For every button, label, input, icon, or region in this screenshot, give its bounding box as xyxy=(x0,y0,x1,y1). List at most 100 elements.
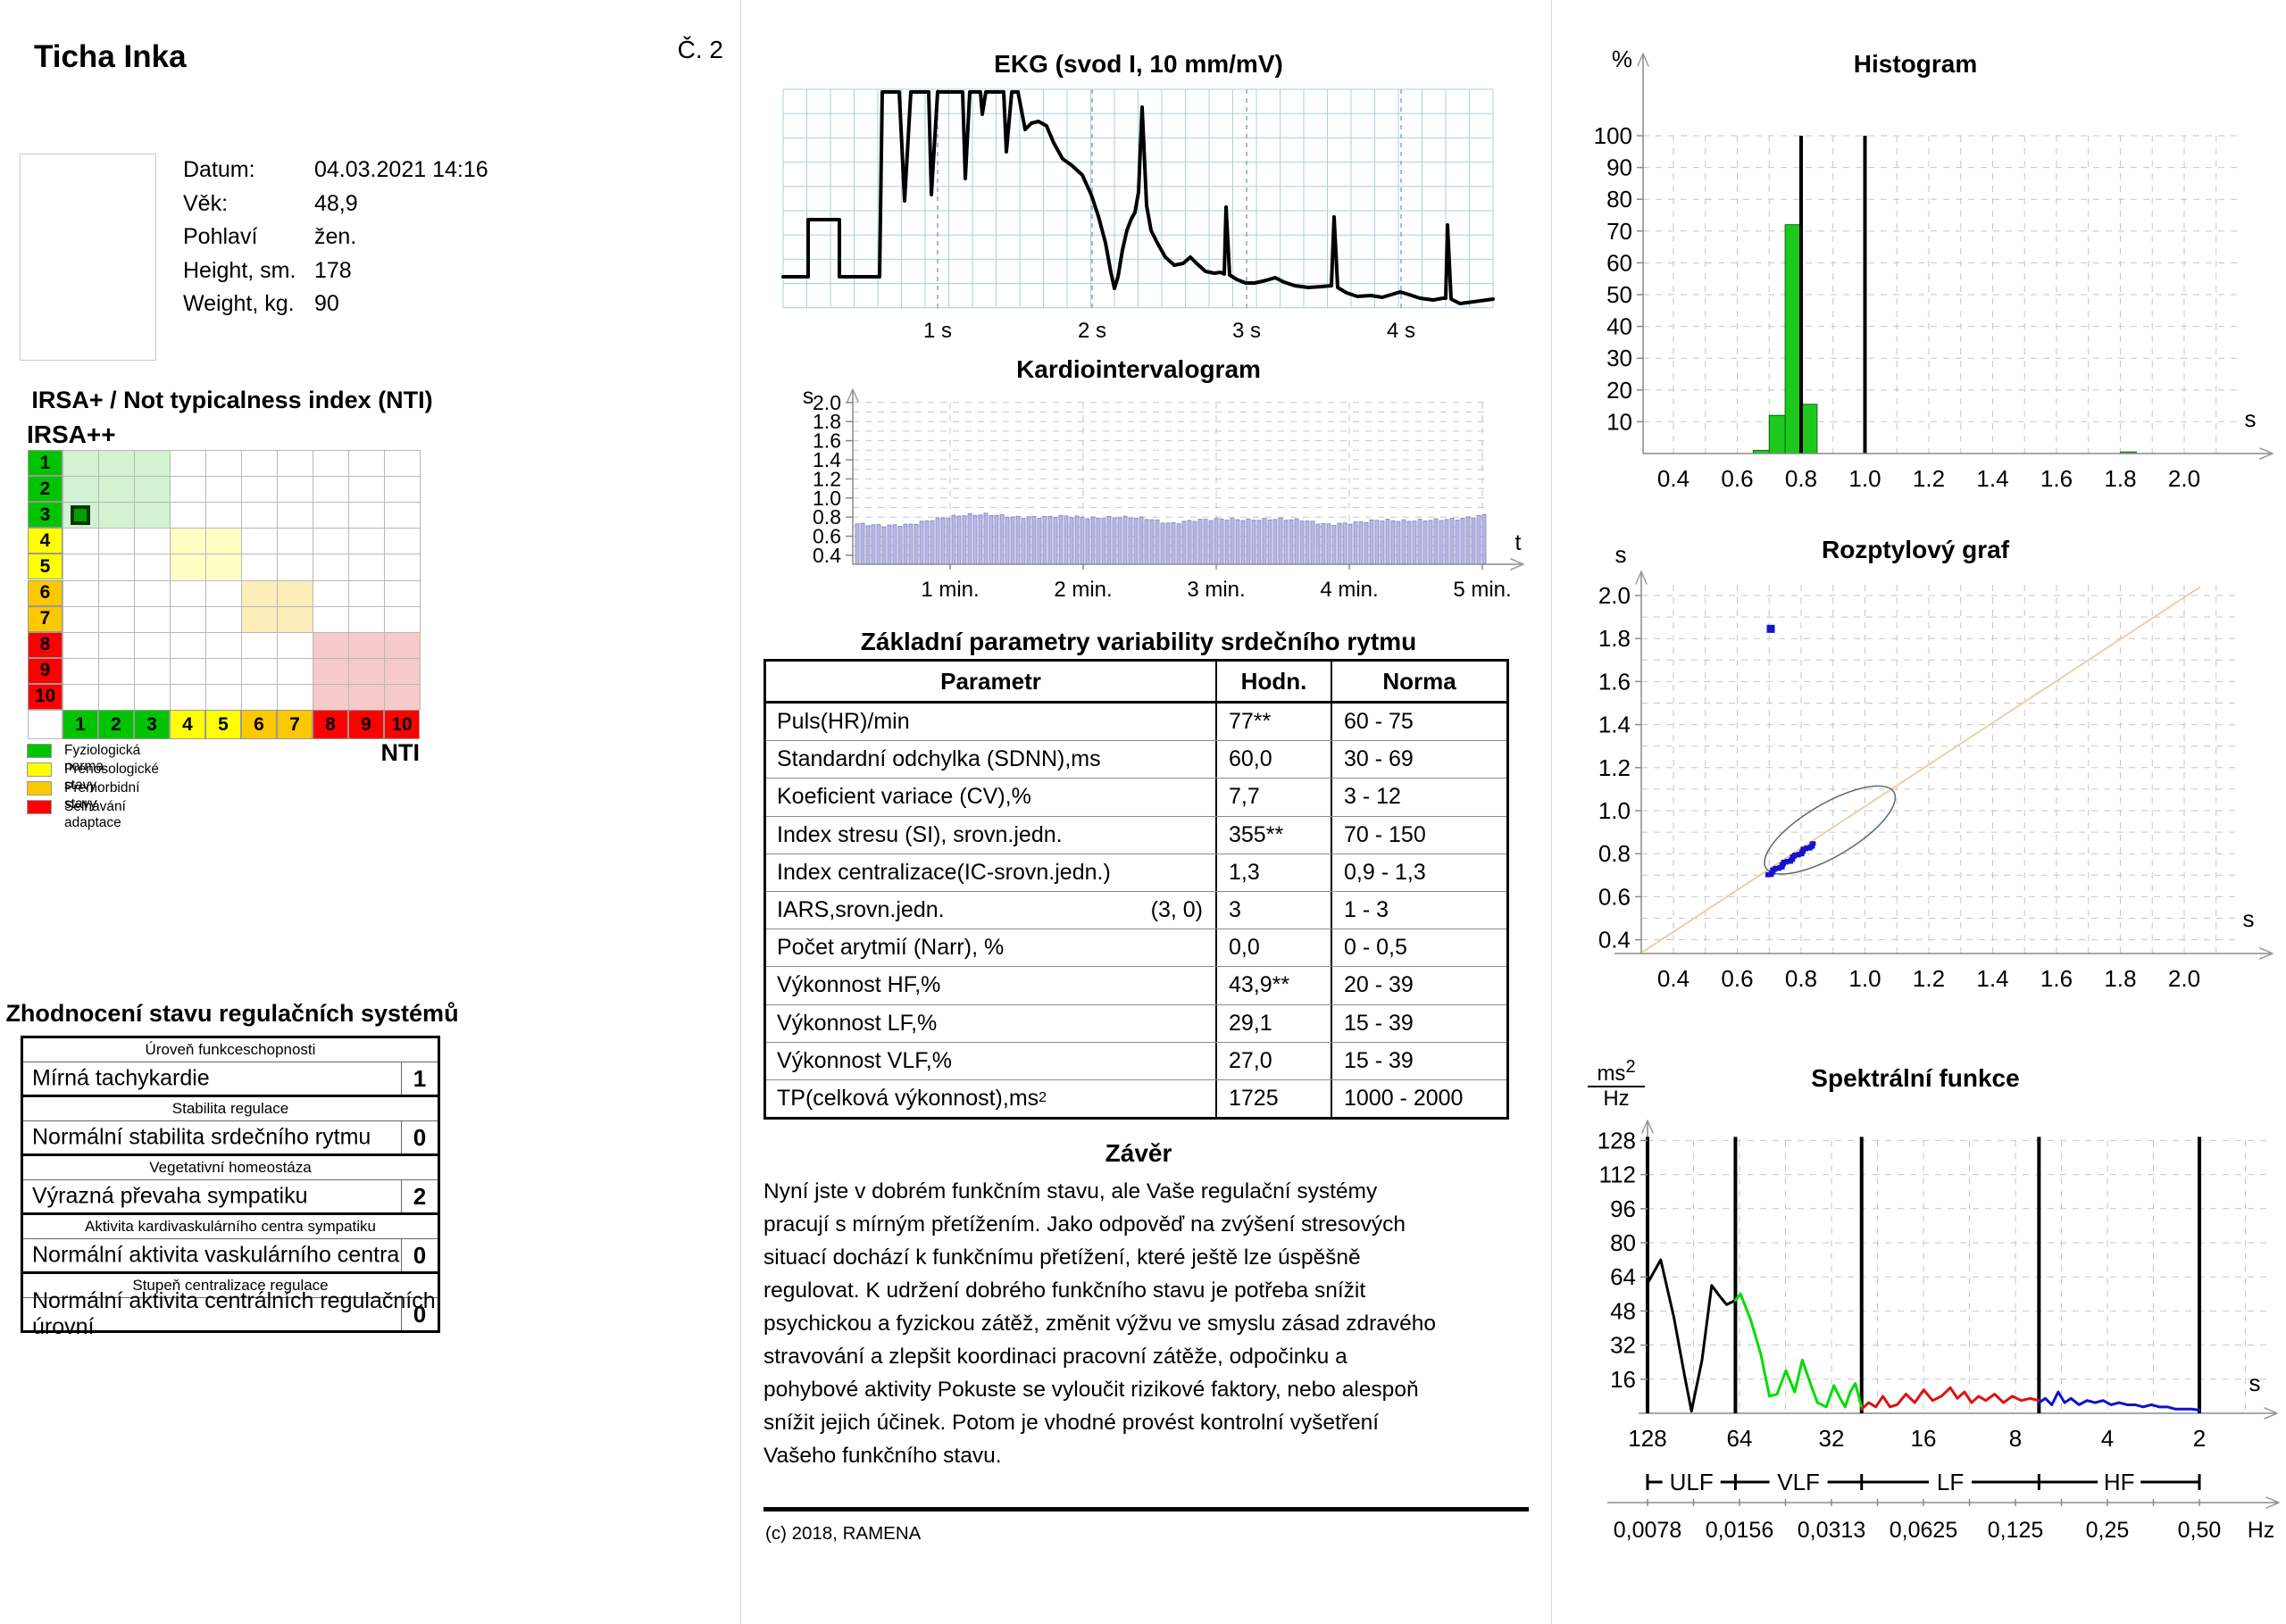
scatter-point xyxy=(1773,867,1778,872)
kig-bar xyxy=(1401,519,1406,565)
scatter-point xyxy=(1810,843,1815,848)
kig-title: Kardiointervalogram xyxy=(1016,355,1261,383)
scatter-point xyxy=(1791,853,1797,858)
hrv-value: 1725 xyxy=(1217,1079,1332,1118)
spec-hz-label: 0,125 xyxy=(1988,1518,2044,1543)
spec-band-label-bg xyxy=(1929,1470,1973,1495)
hrv-norm: 0,9 - 1,3 xyxy=(1344,859,1426,885)
hist-x-tick-label: 0.8 xyxy=(1785,465,1817,492)
kig-bar xyxy=(1042,515,1047,565)
kig-bar xyxy=(962,515,967,565)
spec-band-label: LF xyxy=(1937,1469,1964,1495)
scatter-point xyxy=(1780,863,1785,869)
kig-bar xyxy=(887,524,892,565)
kig-bar xyxy=(946,517,951,565)
kig-bar xyxy=(897,526,903,565)
assessment-section-row: Výrazná převaha sympatiku 2 xyxy=(23,1180,438,1212)
assessment-section-header: Stupeň centralizace regulace xyxy=(23,1274,438,1298)
scatter-point xyxy=(1781,862,1786,867)
kig-bar xyxy=(1106,515,1112,565)
scatter-point xyxy=(1765,872,1770,878)
assessment-score: 0 xyxy=(401,1239,438,1271)
spec-band-label-bg xyxy=(1769,1470,1828,1495)
hist-y-tick-label: 30 xyxy=(1606,345,1632,371)
kig-y-axis-label: s xyxy=(803,384,814,409)
kig-bar xyxy=(1439,520,1444,565)
scatter-point xyxy=(1792,852,1798,857)
legend-swatch xyxy=(27,800,52,814)
kig-bar xyxy=(1481,513,1487,565)
irsa-row-header: 9 xyxy=(28,657,63,684)
spec-period-label: 4 xyxy=(2101,1425,2114,1452)
spec-band-label: VLF xyxy=(1777,1469,1820,1495)
zaver-line: pohybové aktivity Pokuste se vyloučit ri… xyxy=(763,1378,1419,1402)
kig-bar xyxy=(978,514,983,565)
kig-y-tick-label: 2.0 xyxy=(813,391,841,414)
kig-x-tick-label: 2 min. xyxy=(1054,578,1112,602)
histogram-title: Histogram xyxy=(1853,50,1978,78)
kig-bar xyxy=(1315,523,1321,565)
scatter-point xyxy=(1807,845,1813,851)
kig-bar xyxy=(855,523,860,565)
hrv-param-note: (3, 0) xyxy=(1150,897,1203,923)
irsa-grid-vline xyxy=(384,450,385,710)
scatter-x-tick-label: 1.8 xyxy=(2104,965,2136,992)
kig-bar xyxy=(1326,523,1331,565)
kig-y-tick-label: 1.4 xyxy=(813,448,841,471)
kig-bar xyxy=(1347,523,1353,565)
kig-bar xyxy=(908,523,914,565)
assessment-score: 0 xyxy=(401,1121,438,1153)
assessment-section-header: Stabilita regulace xyxy=(23,1097,438,1121)
hrv-header-cell: Hodn. xyxy=(1217,662,1332,701)
scatter-point xyxy=(1770,868,1775,873)
kig-bar xyxy=(1005,517,1010,565)
kig-x-tick-label: 4 min. xyxy=(1320,578,1378,602)
scatter-point xyxy=(1798,849,1804,854)
hist-bar xyxy=(1768,414,1786,454)
spec-hz-label: 0,0625 xyxy=(1890,1518,1957,1543)
kig-bar xyxy=(1064,515,1069,565)
kig-bar xyxy=(1230,518,1235,565)
zaver-text: Nyní jste v dobrém funkčním stavu, ale V… xyxy=(763,1175,1524,1472)
hrv-row: Standardní odchylka (SDNN),ms 60,0 30 - 69 xyxy=(766,740,1506,779)
hrv-value: 3 xyxy=(1217,891,1332,929)
hrv-param: Index centralizace(IC-srovn.jedn.) xyxy=(766,854,1217,891)
axis-arrow-right xyxy=(2265,1496,2280,1509)
scatter-point xyxy=(1784,860,1790,865)
irsa-col-header: 5 xyxy=(205,710,241,739)
scatter-point xyxy=(1769,872,1774,878)
kig-bar xyxy=(1171,521,1176,565)
irsa-grid-vline xyxy=(348,450,349,710)
kig-bar xyxy=(1369,519,1374,565)
hrv-param: Standardní odchylka (SDNN),ms xyxy=(766,741,1217,779)
patient-field-value: 48,9 xyxy=(314,190,358,216)
hist-bar xyxy=(2120,451,2137,454)
hist-bar xyxy=(1752,449,1770,454)
scatter-point xyxy=(1775,866,1781,871)
zaver-line: stravování a zlepšit koordinaci pracovní… xyxy=(763,1345,1347,1369)
patient-field-value: 178 xyxy=(314,257,352,283)
scatter-x-tick-label: 0.6 xyxy=(1721,965,1753,992)
kig-bar xyxy=(1235,519,1240,565)
kig-bar xyxy=(1053,517,1058,565)
scatter-y-tick-label: 0.4 xyxy=(1598,927,1631,954)
irsa-col-header: 1 xyxy=(63,710,98,739)
assessment-finding-text: Normální aktivita vaskulárního centra xyxy=(32,1242,400,1268)
hrv-param: Počet arytmií (Narr), % xyxy=(766,929,1217,967)
kig-bar xyxy=(1117,517,1122,565)
kig-y-tick-label: 1.0 xyxy=(813,487,841,510)
irsa-grid-vline xyxy=(277,450,278,710)
assessment-section: Aktivita kardivaskulárního centra sympat… xyxy=(23,1212,438,1271)
irsa-row-header: 6 xyxy=(28,579,63,606)
hist-y-tick-label: 50 xyxy=(1606,281,1632,308)
scatter-y-tick-label: 1.8 xyxy=(1598,625,1631,652)
spec-period-label: 128 xyxy=(1628,1425,1666,1452)
column-divider-left xyxy=(740,0,741,1624)
column-divider-right xyxy=(1551,0,1552,1624)
scatter-x-tick-label: 1.4 xyxy=(1976,965,2008,992)
scatter-point xyxy=(1786,859,1791,864)
kig-bar xyxy=(1455,520,1460,565)
hrv-row: Index centralizace(IC-srovn.jedn.) 1,3 0,9… xyxy=(766,853,1506,891)
ekg-trace xyxy=(781,90,1495,305)
scatter-point xyxy=(1784,859,1790,864)
